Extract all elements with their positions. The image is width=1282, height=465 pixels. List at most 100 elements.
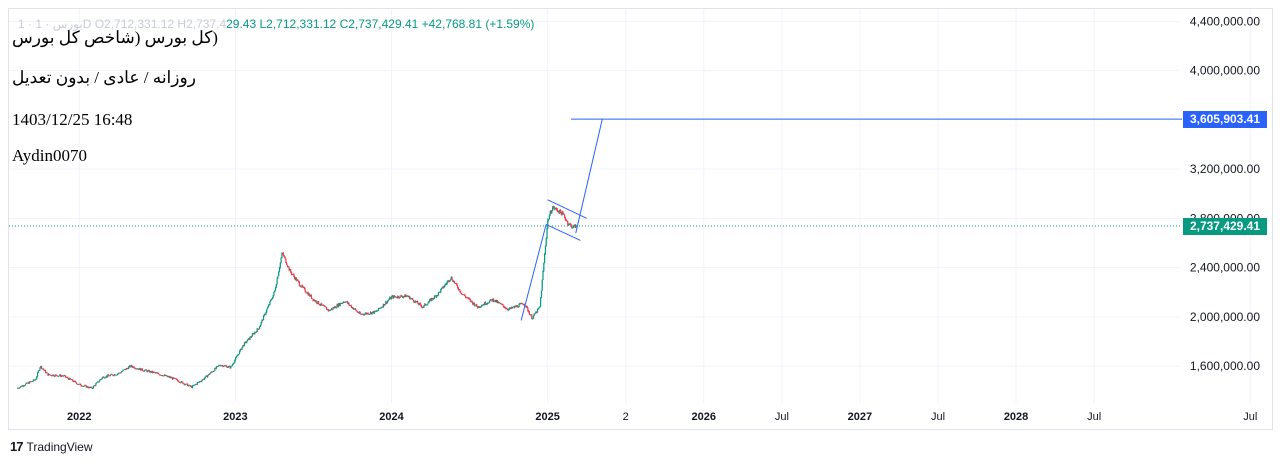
candle-body: [116, 373, 119, 375]
candle-body: [315, 300, 317, 303]
candle-body: [332, 307, 334, 310]
candle-body: [25, 382, 27, 384]
candle-body: [68, 378, 71, 380]
candle-body: [401, 295, 403, 297]
candle-body: [574, 224, 576, 228]
candle-body: [100, 378, 103, 380]
candle-body: [124, 369, 126, 370]
candle-body: [73, 380, 75, 382]
candle-body: [280, 258, 282, 263]
candle-body: [520, 303, 522, 305]
candle-body: [261, 319, 263, 323]
price-chart[interactable]: 1,600,000.002,000,000.002,400,000.002,80…: [0, 0, 1282, 430]
candle-body: [341, 303, 343, 304]
candle-body: [215, 368, 217, 369]
candle-body: [515, 305, 517, 307]
candle-body: [260, 322, 262, 325]
candle-body: [216, 366, 218, 367]
candle-body: [64, 375, 67, 378]
candle-body: [310, 295, 313, 299]
x-tick-label: Jul: [1243, 411, 1257, 423]
candle-body: [207, 374, 210, 376]
candle-body: [125, 368, 127, 370]
candle-body: [456, 285, 459, 288]
candle-body: [286, 263, 288, 265]
candle-body: [167, 376, 170, 378]
candle-body: [181, 381, 183, 383]
candle-body: [55, 374, 57, 376]
candle-body: [48, 373, 51, 375]
candle-body: [301, 285, 303, 288]
candle-body: [239, 348, 241, 351]
candle-body: [542, 271, 544, 280]
candle-body: [390, 296, 392, 300]
candle-body: [80, 385, 83, 387]
candle-body: [249, 336, 251, 340]
candle-body: [306, 292, 308, 294]
candle-body: [383, 303, 385, 306]
candle-body: [507, 309, 509, 311]
candle-body: [222, 365, 224, 367]
candle-body: [264, 314, 266, 315]
candle-body: [373, 310, 376, 314]
candle-body: [294, 276, 296, 280]
candle-body: [500, 303, 502, 305]
candle-body: [439, 291, 441, 293]
candle-body: [528, 311, 531, 315]
candle-body: [422, 306, 424, 308]
candle-body: [71, 379, 73, 381]
candle-body: [508, 307, 511, 310]
candle-body: [81, 385, 83, 387]
candle-body: [353, 308, 356, 310]
candle-body: [540, 290, 543, 299]
candle-body: [267, 305, 269, 308]
candle-body: [53, 375, 55, 377]
candle-body: [304, 288, 306, 292]
candle-body: [352, 307, 354, 310]
candle-body: [551, 210, 553, 214]
candle-body: [26, 382, 28, 384]
candle-body: [373, 311, 375, 314]
candle-body: [501, 304, 503, 306]
candle-body: [271, 298, 273, 300]
candle-body: [340, 303, 342, 304]
candle-body: [84, 385, 86, 387]
grid: [9, 9, 1251, 403]
candle-body: [199, 381, 201, 383]
candle-body: [418, 303, 420, 305]
candle-body: [234, 360, 236, 363]
candle-body: [190, 386, 192, 387]
candle-body: [206, 375, 208, 378]
candle-body: [254, 331, 257, 333]
candle-body: [541, 279, 543, 291]
candle-body: [276, 278, 278, 285]
candle-body: [39, 367, 41, 371]
candle-body: [349, 304, 351, 306]
x-tick-label: 2022: [67, 411, 91, 423]
candle-body: [548, 219, 550, 221]
candle-body: [31, 381, 33, 383]
candle-body: [484, 302, 486, 305]
candle-body: [102, 376, 104, 378]
candle-body: [182, 382, 184, 384]
candle-body: [318, 301, 320, 305]
candle-body: [384, 304, 386, 306]
candle-body: [408, 296, 410, 297]
candle-body: [393, 295, 395, 299]
candle-body: [299, 285, 301, 287]
candle-body: [196, 382, 198, 385]
candle-body: [88, 386, 91, 389]
candle-body: [140, 368, 142, 371]
candle-body: [136, 368, 138, 370]
candle-body: [532, 315, 535, 319]
candle-body: [62, 375, 64, 377]
candle-body: [504, 307, 507, 309]
footer[interactable]: 17 TradingView: [10, 439, 93, 454]
candle-body: [430, 298, 432, 301]
candle-body: [421, 307, 424, 309]
candle-body: [504, 307, 506, 309]
candle-body: [310, 295, 312, 297]
candle-body: [536, 311, 538, 313]
candle-body: [194, 384, 196, 386]
candle-body: [111, 374, 113, 375]
